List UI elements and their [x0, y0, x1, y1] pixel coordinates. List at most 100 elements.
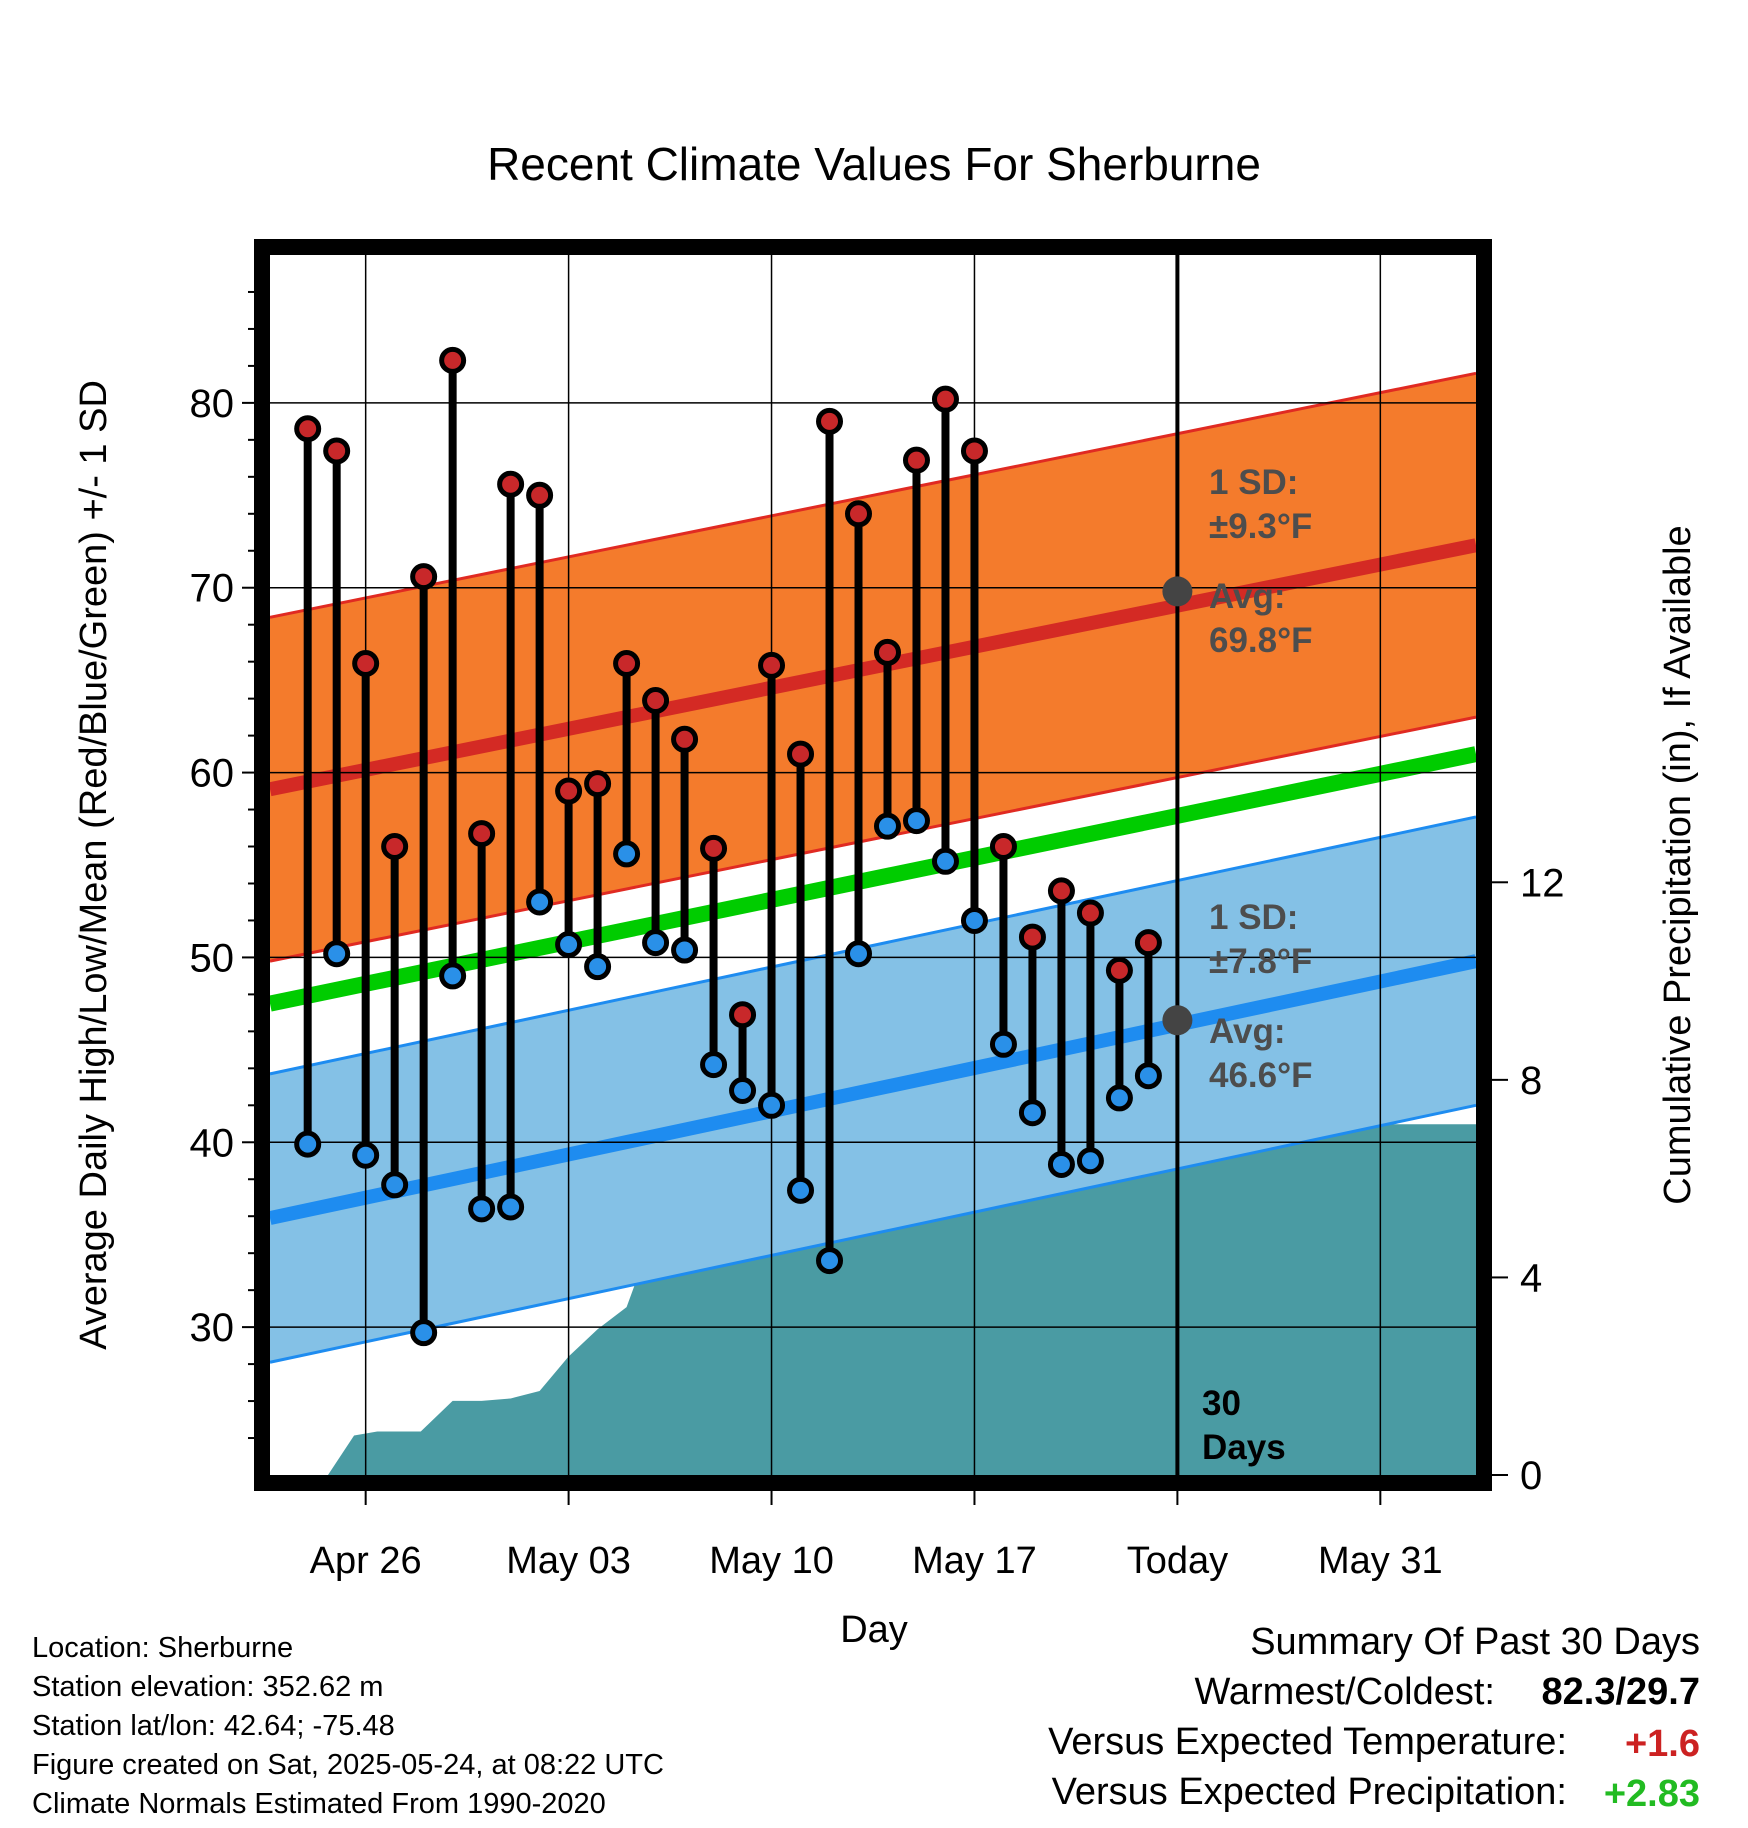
summary-title: Summary Of Past 30 Days: [1250, 1621, 1700, 1663]
daily-low-point: [1076, 1147, 1104, 1175]
x-tick-label: May 03: [506, 1540, 631, 1582]
y2-axis-label: Cumulative Precipitation (in), If Availa…: [1657, 525, 1699, 1204]
high-sd-value: ±9.3°F: [1209, 507, 1312, 546]
x-tick-label: May 17: [912, 1540, 1037, 1582]
daily-low-point: [758, 1091, 786, 1119]
daily-high-point: [381, 833, 409, 861]
temp-departure-value: +1.6: [1625, 1723, 1700, 1765]
station-latlon: Station lat/lon: 42.64; -75.48: [32, 1710, 395, 1742]
climate-normals: Climate Normals Estimated From 1990-2020: [32, 1788, 606, 1820]
y2-tick-label: 12: [1520, 861, 1565, 905]
low-avg-value: 46.6°F: [1209, 1056, 1313, 1095]
station-location: Location: Sherburne: [32, 1632, 293, 1664]
high-band-upper-edge: [269, 371, 1477, 619]
figure-created: Figure created on Sat, 2025-05-24, at 08…: [32, 1749, 664, 1781]
daily-high-point: [1047, 877, 1075, 905]
daily-high-point: [1134, 929, 1162, 957]
station-elevation: Station elevation: 352.62 m: [32, 1671, 383, 1703]
daily-high-point: [787, 740, 815, 768]
daily-low-point: [555, 930, 583, 958]
low-sd-annotation: 1 SD: ±7.8°F Avg: 46.6°F: [1209, 898, 1313, 1095]
daily-high-point: [352, 650, 380, 678]
daily-high-point: [613, 650, 641, 678]
daily-low-point: [1134, 1062, 1162, 1090]
daily-low-point: [816, 1247, 844, 1275]
daily-low-point: [381, 1171, 409, 1199]
daily-high-point: [700, 834, 728, 862]
low-band-upper-edge: [269, 815, 1477, 1076]
daily-high-point: [468, 820, 496, 848]
high-sd-label: 1 SD:: [1209, 463, 1298, 502]
daily-high-point: [439, 346, 467, 374]
daily-low-point: [642, 929, 670, 957]
daily-high-point: [584, 770, 612, 798]
daily-high-point: [816, 407, 844, 435]
y-tick-label: 60: [190, 752, 235, 796]
daily-low-point: [845, 940, 873, 968]
station-info: Location: Sherburne Station elevation: 3…: [32, 1632, 664, 1820]
x-tick-label: Apr 26: [310, 1540, 422, 1582]
daily-low-point: [931, 847, 959, 875]
daily-high-point: [873, 638, 901, 666]
y-tick-label: 70: [190, 567, 235, 611]
daily-high-point: [555, 777, 583, 805]
daily-low-point: [439, 962, 467, 990]
daily-high-point: [902, 446, 930, 474]
daily-low-point: [526, 888, 554, 916]
daily-high-point: [989, 833, 1017, 861]
low-sd-label: 1 SD:: [1209, 898, 1298, 937]
mean-normal-line: [268, 746, 1478, 1012]
low-normal-line: [268, 954, 1478, 1225]
daily-high-point: [526, 481, 554, 509]
x-axis-label: Day: [840, 1609, 908, 1651]
daily-low-point: [989, 1030, 1017, 1058]
daily-high-point: [1018, 923, 1046, 951]
precip-departure-value: +2.83: [1604, 1773, 1700, 1815]
today-days-word: Days: [1202, 1428, 1286, 1467]
daily-low-point: [787, 1176, 815, 1204]
daily-low-point: [584, 953, 612, 981]
daily-high-point: [294, 415, 322, 443]
y-tick-label: 40: [190, 1121, 235, 1165]
daily-low-point: [1105, 1084, 1133, 1112]
daily-low-point: [873, 812, 901, 840]
low-avg-label: Avg:: [1209, 1012, 1285, 1051]
daily-low-point: [700, 1051, 728, 1079]
daily-low-point: [323, 940, 351, 968]
daily-low-point: [410, 1319, 438, 1347]
daily-low-point: [352, 1141, 380, 1169]
high-avg-value: 69.8°F: [1209, 621, 1313, 660]
daily-high-point: [729, 1001, 757, 1029]
low-band-lower-edge: [269, 1103, 1477, 1364]
axes: 30 40 50 60 70 80 0 4 8 12 Apr 26 May 03 May 10 May 1…: [190, 290, 1565, 1582]
x-tick-label: May 31: [1318, 1540, 1443, 1582]
plot-frame: [254, 239, 1492, 1491]
daily-high-point: [497, 470, 525, 498]
high-avg-marker: [1162, 576, 1193, 607]
y-tick-label: 30: [190, 1306, 235, 1350]
daily-low-point: [671, 936, 699, 964]
daily-high-point: [323, 437, 351, 465]
x-tick-label: May 10: [709, 1540, 834, 1582]
today-annotation: 30 Days: [1202, 1384, 1286, 1467]
daily-high-point: [671, 725, 699, 753]
daily-high-point: [1105, 956, 1133, 984]
precip-departure-label: Versus Expected Precipitation:: [1052, 1771, 1567, 1813]
daily-low-point: [1047, 1150, 1075, 1178]
high-band-lower-edge: [269, 715, 1477, 963]
high-avg-label: Avg:: [1209, 577, 1285, 616]
daily-low-point: [294, 1130, 322, 1158]
y2-tick-label: 8: [1520, 1059, 1542, 1103]
daily-high-point: [931, 385, 959, 413]
daily-high-point: [410, 563, 438, 591]
low-sd-value: ±7.8°F: [1209, 942, 1312, 981]
y-tick-label: 80: [190, 382, 235, 426]
y-axis-label: Average Daily High/Low/Mean (Red/Blue/Gr…: [73, 380, 115, 1350]
high-normal-line: [268, 538, 1478, 797]
summary-panel: Summary Of Past 30 Days Warmest/Coldest:…: [1048, 1621, 1700, 1815]
daily-low-point: [468, 1195, 496, 1223]
daily-low-point: [1018, 1099, 1046, 1127]
daily-low-point: [902, 807, 930, 835]
warmest-coldest-value: 82.3/29.7: [1542, 1671, 1700, 1713]
